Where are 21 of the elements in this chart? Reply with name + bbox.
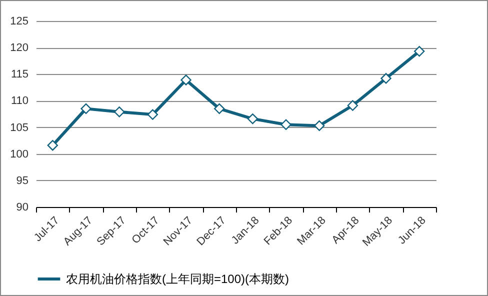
y-tick-label: 120 <box>10 42 28 54</box>
point <box>80 103 92 114</box>
point <box>347 100 358 111</box>
point <box>314 120 325 132</box>
y-tick-label: 115 <box>10 68 28 81</box>
point <box>280 119 292 130</box>
point <box>180 74 192 86</box>
point <box>114 106 125 118</box>
y-tick-label: 105 <box>10 122 28 134</box>
point <box>414 46 425 57</box>
y-tick-label: 100 <box>10 148 28 160</box>
y-tick-label: 95 <box>16 174 28 187</box>
point <box>47 140 58 151</box>
point <box>380 73 392 84</box>
point <box>147 109 158 120</box>
point <box>214 103 225 114</box>
y-tick-label: 110 <box>10 95 28 108</box>
y-tick-label: 125 <box>10 16 28 28</box>
point <box>247 113 258 124</box>
legend-label: 农用机油价格指数(上年同期=100)(本期数) <box>66 272 290 286</box>
y-tick-label: 90 <box>16 202 28 214</box>
